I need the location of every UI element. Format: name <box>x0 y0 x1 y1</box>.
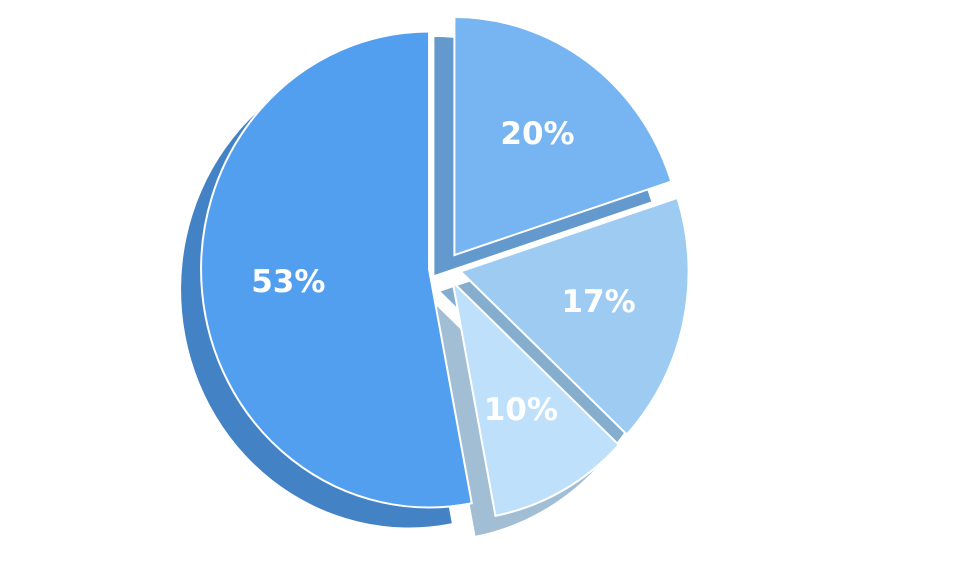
slice <box>458 196 690 436</box>
data-label: 53% <box>251 264 325 300</box>
data-label: 10% <box>484 392 558 428</box>
slice-labels: 20% 17% 10% 53% <box>251 116 635 428</box>
slice <box>200 30 473 509</box>
slice <box>451 279 621 517</box>
slice-tops <box>200 16 690 517</box>
data-label: 20% <box>500 116 574 152</box>
slice <box>453 16 673 257</box>
data-label: 17% <box>561 284 635 320</box>
